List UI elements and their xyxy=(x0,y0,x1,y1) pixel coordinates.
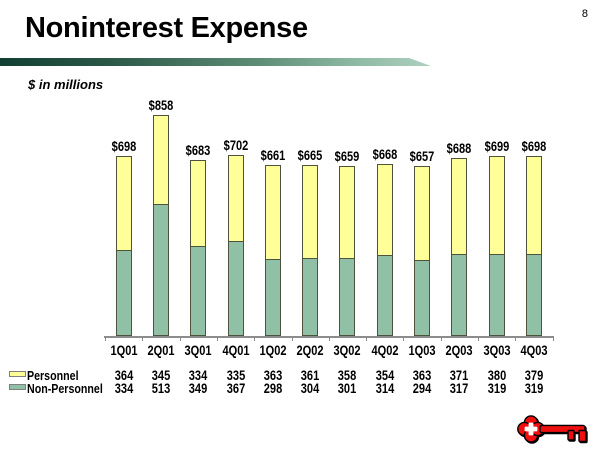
x-axis-category-label: 3Q01 xyxy=(184,343,212,358)
x-axis-category-label: 4Q02 xyxy=(371,343,399,358)
bar-segment-personnel xyxy=(339,166,355,258)
bar-total-label: $683 xyxy=(185,143,211,158)
table-value-personnel: 358 xyxy=(337,368,357,383)
legend-swatch-non-personnel xyxy=(9,383,26,390)
x-axis-tick xyxy=(366,336,367,341)
x-axis-category-label: 2Q03 xyxy=(445,343,473,358)
table-value-non-personnel: 334 xyxy=(114,380,134,396)
key-icon xyxy=(517,415,587,443)
bar-segment-non-personnel xyxy=(153,204,169,336)
table-value-non-personnel: 349 xyxy=(188,380,208,396)
table-value-personnel: 363 xyxy=(263,368,283,383)
bar-segment-non-personnel xyxy=(116,250,132,336)
table-value-personnel: 335 xyxy=(226,368,246,383)
table-value-non-personnel: 304 xyxy=(300,380,320,396)
page-title: Noninterest Expense xyxy=(25,12,308,44)
table-value-personnel: 363 xyxy=(412,368,432,383)
page-number: 8 xyxy=(581,8,588,20)
bar-total-label: $668 xyxy=(372,147,398,162)
x-axis-category-label: 1Q01 xyxy=(110,343,138,358)
x-axis-tick xyxy=(142,336,143,341)
title-underline-banner xyxy=(0,58,431,66)
bar-total-label: $665 xyxy=(297,148,323,163)
bar-total-label: $858 xyxy=(148,98,174,113)
bar-segment-personnel xyxy=(414,166,430,260)
x-axis-tick xyxy=(403,336,404,341)
x-axis-tick xyxy=(478,336,479,341)
bar-segment-non-personnel xyxy=(339,258,355,336)
x-axis-category-label: 3Q02 xyxy=(333,343,361,358)
table-value-non-personnel: 367 xyxy=(226,380,246,396)
bar-segment-non-personnel xyxy=(228,241,244,336)
x-axis-tick xyxy=(105,336,106,341)
bar-segment-non-personnel xyxy=(377,255,393,336)
bar-total-label: $657 xyxy=(409,149,435,164)
bar-segment-personnel xyxy=(116,156,132,250)
bar-segment-personnel xyxy=(302,165,318,258)
table-value-non-personnel: 319 xyxy=(487,380,507,396)
bar-segment-personnel xyxy=(526,156,542,254)
legend-label-non-personnel: Non-Personnel xyxy=(27,380,103,396)
bar-segment-non-personnel xyxy=(489,254,505,336)
bar-segment-non-personnel xyxy=(190,246,206,336)
bar-segment-personnel xyxy=(153,115,169,204)
x-axis-tick xyxy=(180,336,181,341)
table-value-non-personnel: 317 xyxy=(449,380,469,396)
bar-segment-non-personnel xyxy=(265,259,281,336)
x-axis-tick xyxy=(292,336,293,341)
bar-segment-personnel xyxy=(489,156,505,254)
x-axis-category-label: 4Q03 xyxy=(520,343,548,358)
table-value-non-personnel: 301 xyxy=(337,380,357,396)
x-axis-category-label: 1Q03 xyxy=(408,343,436,358)
table-value-personnel: 371 xyxy=(449,368,469,383)
bar-total-label: $699 xyxy=(484,139,510,154)
legend-swatch-personnel xyxy=(9,371,26,377)
x-axis-tick xyxy=(553,336,554,341)
x-axis-tick xyxy=(441,336,442,341)
x-axis-category-label: 2Q01 xyxy=(147,343,175,358)
bar-total-label: $659 xyxy=(334,149,360,164)
x-axis-category-label: 1Q02 xyxy=(259,343,287,358)
bar-segment-non-personnel xyxy=(302,258,318,336)
red-key-logo xyxy=(517,415,587,443)
x-axis-category-label: 4Q01 xyxy=(222,343,250,358)
x-axis-tick xyxy=(515,336,516,341)
bar-segment-personnel xyxy=(265,165,281,259)
table-value-non-personnel: 513 xyxy=(151,380,171,396)
bar-total-label: $661 xyxy=(260,148,286,163)
table-value-personnel: 364 xyxy=(114,368,134,383)
table-value-personnel: 345 xyxy=(151,368,171,383)
bar-segment-personnel xyxy=(451,158,467,254)
bar-segment-personnel xyxy=(228,155,244,241)
key-cross-cutout xyxy=(524,422,538,436)
bar-segment-non-personnel xyxy=(451,254,467,336)
bar-segment-personnel xyxy=(377,164,393,255)
bar-total-label: $688 xyxy=(446,141,472,156)
bar-segment-non-personnel xyxy=(526,254,542,336)
bar-segment-personnel xyxy=(190,160,206,246)
table-value-non-personnel: 294 xyxy=(412,380,432,396)
table-value-personnel: 379 xyxy=(524,368,544,383)
table-value-non-personnel: 319 xyxy=(524,380,544,396)
table-value-personnel: 354 xyxy=(375,368,395,383)
bar-total-label: $698 xyxy=(521,139,547,154)
x-axis-tick xyxy=(254,336,255,341)
x-axis-tick xyxy=(329,336,330,341)
legend-label-personnel: Personnel xyxy=(27,368,79,383)
table-value-personnel: 380 xyxy=(487,368,507,383)
bar-total-label: $702 xyxy=(223,138,249,153)
chart-units-label: $ in millions xyxy=(28,77,104,92)
x-axis-category-label: 3Q03 xyxy=(483,343,511,358)
bar-segment-non-personnel xyxy=(414,260,430,336)
x-axis-tick xyxy=(217,336,218,341)
x-axis-category-label: 2Q02 xyxy=(296,343,324,358)
table-value-non-personnel: 314 xyxy=(375,380,395,396)
table-value-personnel: 334 xyxy=(188,368,208,383)
table-value-personnel: 361 xyxy=(300,368,320,383)
bar-total-label: $698 xyxy=(111,139,137,154)
table-value-non-personnel: 298 xyxy=(263,380,283,396)
